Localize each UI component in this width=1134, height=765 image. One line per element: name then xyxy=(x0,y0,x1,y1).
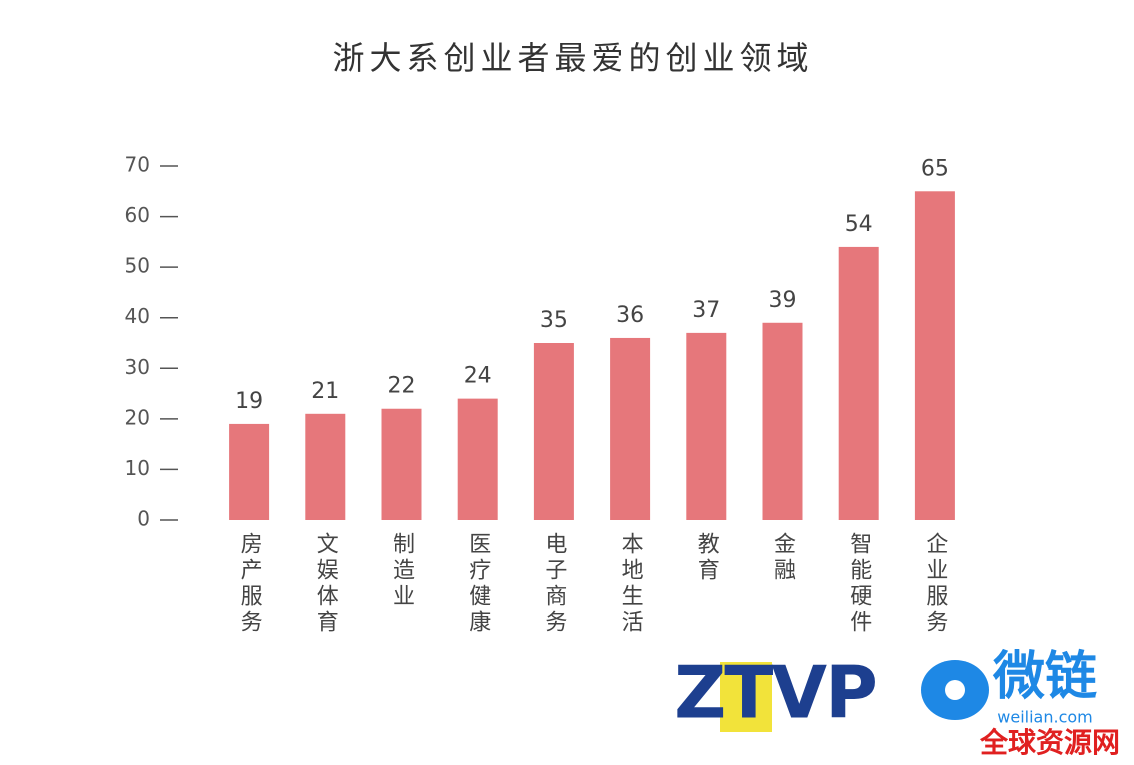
bar xyxy=(610,337,651,520)
x-tick-label: 教育 xyxy=(694,532,720,584)
x-tick-label: 企业服务 xyxy=(922,532,948,636)
value-label: 54 xyxy=(845,212,873,237)
y-tick-label: 10 xyxy=(125,456,150,480)
value-label: 19 xyxy=(235,389,263,414)
value-label: 35 xyxy=(540,308,568,333)
x-tick-label: 文娱体育 xyxy=(313,532,339,636)
x-tick-label: 金融 xyxy=(770,532,796,584)
x-tick-label: 智能硬件 xyxy=(846,532,872,636)
x-tick-label: 制造业 xyxy=(389,532,415,610)
x-tick-label: 电子商务 xyxy=(541,532,566,636)
value-label: 37 xyxy=(692,298,720,323)
bar xyxy=(229,423,270,520)
value-label: 65 xyxy=(921,156,949,181)
watermark: ZTVP 微链 weilian.com 全球资源网 xyxy=(674,647,1120,759)
x-tick-label: 医疗健康 xyxy=(465,532,491,636)
value-label: 22 xyxy=(388,374,416,399)
site-name: 全球资源网 xyxy=(979,726,1120,759)
value-label: 39 xyxy=(769,288,797,313)
y-tick-label: 70 xyxy=(125,153,150,177)
logo-text: 微链 xyxy=(992,647,1097,707)
value-label: 24 xyxy=(464,364,492,389)
brand-logo: ZTVP xyxy=(674,651,876,735)
x-tick-label: 房产服务 xyxy=(237,532,263,636)
bar xyxy=(457,398,498,520)
logo-url: weilian.com xyxy=(997,708,1092,727)
bar xyxy=(533,343,574,520)
bar xyxy=(914,191,955,521)
bar xyxy=(305,413,346,520)
y-tick-label: 60 xyxy=(125,203,150,227)
bar xyxy=(762,322,803,520)
bar xyxy=(381,408,422,520)
value-label: 21 xyxy=(311,379,339,404)
logo-eye xyxy=(945,680,965,700)
y-tick-label: 30 xyxy=(125,355,150,379)
y-tick-label: 40 xyxy=(125,304,150,328)
chart-title: 浙大系创业者最爱的创业领域 xyxy=(332,39,813,77)
y-tick-label: 20 xyxy=(125,405,150,429)
y-tick-label: 0 xyxy=(137,507,150,531)
y-tick-label: 50 xyxy=(125,254,150,278)
logo-block xyxy=(720,662,772,732)
value-label: 36 xyxy=(616,303,644,328)
x-tick-label: 本地生活 xyxy=(618,532,644,636)
bar xyxy=(838,246,879,520)
bar xyxy=(686,332,727,520)
